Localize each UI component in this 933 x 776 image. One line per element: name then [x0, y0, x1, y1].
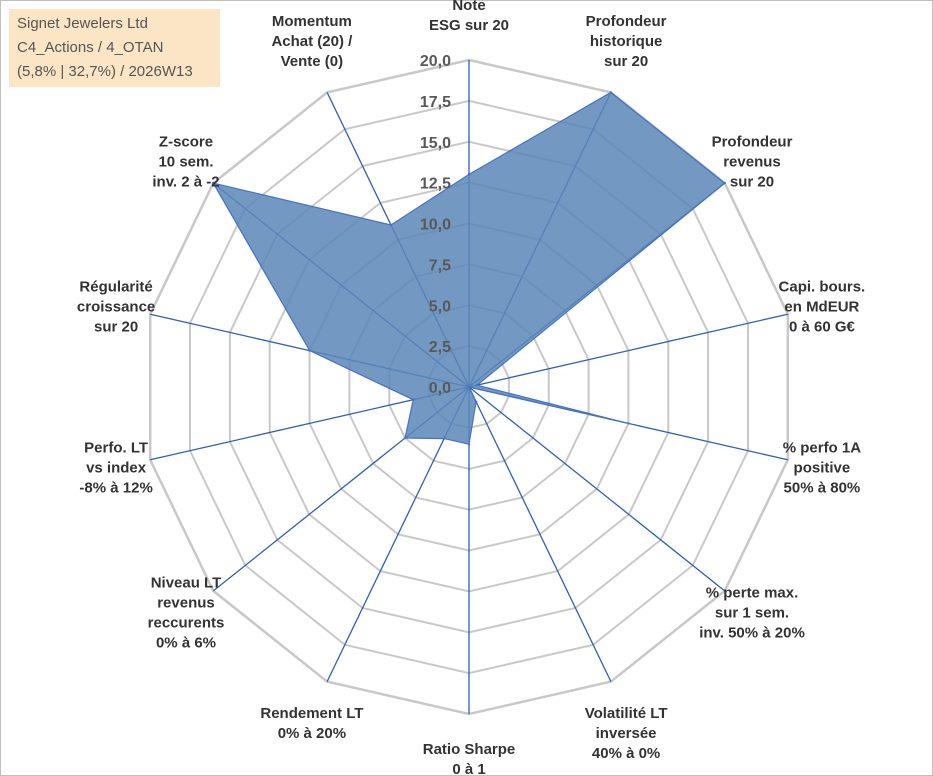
axis-label: Note [452, 0, 485, 14]
axis-label: Achat (20) / [271, 33, 353, 50]
data-point [443, 437, 446, 440]
axis-label: % perte max. [706, 585, 799, 602]
tick-label: 0,0 [429, 380, 451, 397]
axis-label: croissance [77, 298, 155, 315]
tick-label: 20,0 [420, 53, 451, 70]
axis-label: inv. 50% à 20% [699, 625, 805, 642]
axis-label: positive [794, 460, 851, 477]
axis-labels: Note ESG sur 20 Profondeur historique sur 20… [77, 0, 865, 776]
tick-label: 12,5 [420, 176, 451, 193]
axis-label: en MdEUR [784, 298, 859, 315]
series [212, 91, 726, 446]
axis-label: Volatilité LT [585, 705, 668, 722]
data-point [403, 436, 407, 440]
axis-label: Rendement LT [260, 705, 363, 722]
tick-label: 10,0 [420, 217, 451, 234]
axis-label: -8% à 12% [79, 480, 152, 497]
axis-label: 40% à 0% [592, 745, 660, 762]
tick-labels: 0,0 2,5 5,0 7,5 10,0 12,5 15,0 17,5 20,0 [420, 53, 451, 397]
data-point [467, 385, 471, 389]
axis-label: vs index [86, 460, 147, 477]
data-point [467, 173, 471, 176]
axis-label: 0 à 60 G€ [789, 318, 856, 335]
axis-label: Niveau LT [151, 575, 222, 592]
tick-label: 7,5 [429, 257, 451, 274]
axis-label: 10 sem. [158, 153, 213, 170]
data-point [412, 398, 415, 401]
axis-label: sur 20 [94, 318, 138, 335]
data-point [474, 400, 478, 403]
info-company: Signet Jewelers Ltd [17, 15, 148, 32]
axis-label: Momentum [272, 13, 352, 30]
axis-label: historique [590, 33, 663, 50]
axis-label: 0% à 20% [278, 725, 346, 742]
tick-label: 17,5 [420, 94, 451, 111]
info-period: (5,8% | 32,7%) / 2026W13 [17, 63, 193, 80]
data-point [609, 91, 613, 94]
axis-label: revenus [723, 153, 781, 170]
axis-label: sur 20 [604, 53, 648, 70]
axis-label: ESG sur 20 [429, 17, 509, 34]
axis-label: reccurents [148, 615, 225, 632]
info-category: C4_Actions / 4_OTAN [17, 39, 164, 56]
axis-spoke [468, 313, 788, 388]
tick-label: 5,0 [429, 298, 451, 315]
axis-label: Ratio Sharpe [423, 741, 516, 758]
axis-label: Perfo. LT [84, 440, 148, 457]
tick-label: 2,5 [429, 339, 451, 356]
data-point [723, 181, 726, 185]
axis-label: inversée [596, 725, 657, 742]
data-point [212, 181, 215, 185]
axis-label: 0 à 1 [452, 761, 485, 776]
data-point [389, 223, 393, 227]
axis-label: Régularité [79, 278, 152, 295]
axis-spoke [468, 386, 612, 682]
axis-label: Profondeur [712, 133, 793, 150]
axis-label: sur 20 [730, 173, 774, 190]
axis-label: Profondeur [586, 13, 667, 30]
tick-label: 15,0 [420, 135, 451, 152]
axis-label: % perfo 1A [783, 440, 862, 457]
info-box: Signet Jewelers Ltd C4_Actions / 4_OTAN … [9, 9, 220, 87]
data-point [475, 384, 479, 387]
axis-label: sur 1 sem. [715, 605, 789, 622]
axis-label: 50% à 80% [784, 480, 861, 497]
data-point [467, 443, 471, 446]
axis-label: revenus [157, 595, 215, 612]
data-point [308, 349, 311, 352]
data-point [627, 422, 630, 425]
axis-spoke [468, 386, 726, 592]
axis-label: Vente (0) [281, 53, 344, 70]
axis-label: Z-score [159, 133, 213, 150]
axis-label: 0% à 6% [156, 635, 216, 652]
axis-label: Capi. bours. [779, 278, 866, 295]
axis-label: inv. 2 à -2 [152, 173, 219, 190]
